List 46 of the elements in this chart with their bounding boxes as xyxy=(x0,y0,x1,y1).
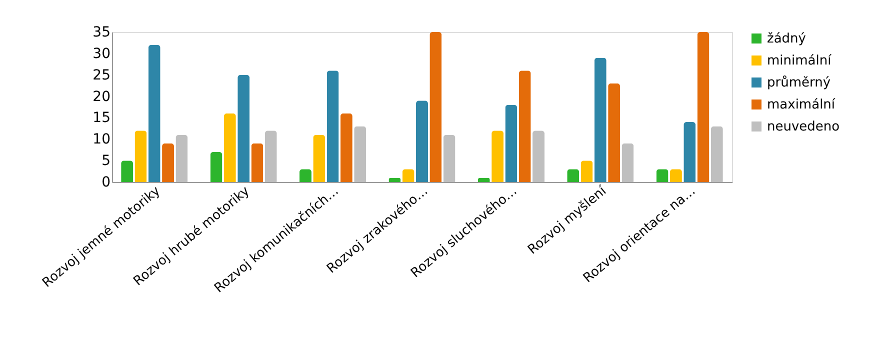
y-tick-label: 10 xyxy=(92,132,110,148)
y-tick-label: 35 xyxy=(92,24,110,40)
bar xyxy=(354,126,366,182)
bar xyxy=(340,113,352,182)
bar xyxy=(505,104,518,182)
bar xyxy=(430,32,442,182)
bar xyxy=(443,134,456,182)
legend-label: žádný xyxy=(767,32,806,46)
bar xyxy=(299,169,312,182)
bar xyxy=(532,130,545,182)
bar xyxy=(670,169,682,182)
bar xyxy=(402,169,414,182)
bar xyxy=(326,70,339,182)
legend-label: průměrný xyxy=(767,74,831,90)
y-tick-label: 25 xyxy=(92,67,110,84)
y-tick-label: 20 xyxy=(92,88,110,105)
bar xyxy=(608,83,620,182)
bar xyxy=(622,143,634,182)
bar xyxy=(492,130,504,182)
bar xyxy=(697,32,710,182)
bar xyxy=(251,143,264,182)
bar xyxy=(567,169,580,182)
bar xyxy=(684,122,696,182)
bar xyxy=(134,130,147,182)
y-tick-label: 15 xyxy=(92,110,110,126)
bar xyxy=(224,113,236,182)
bar xyxy=(162,143,174,182)
bar xyxy=(264,130,277,182)
bar xyxy=(238,74,250,182)
bar xyxy=(121,160,134,182)
bar xyxy=(210,152,222,182)
bar xyxy=(148,44,160,182)
bar xyxy=(416,100,428,182)
legend-label: neuvedeno xyxy=(767,120,840,134)
bar xyxy=(594,58,606,182)
bar xyxy=(313,134,326,182)
y-tick-label: 30 xyxy=(92,46,110,62)
y-tick-label: 5 xyxy=(102,153,110,170)
legend-label: minimální xyxy=(767,54,832,68)
bar xyxy=(580,160,593,182)
bar xyxy=(518,70,531,182)
bar xyxy=(710,126,723,182)
y-tick-label: 0 xyxy=(102,174,110,190)
bar xyxy=(176,134,188,182)
legend-label: maximální xyxy=(767,98,836,112)
bar xyxy=(656,169,668,182)
